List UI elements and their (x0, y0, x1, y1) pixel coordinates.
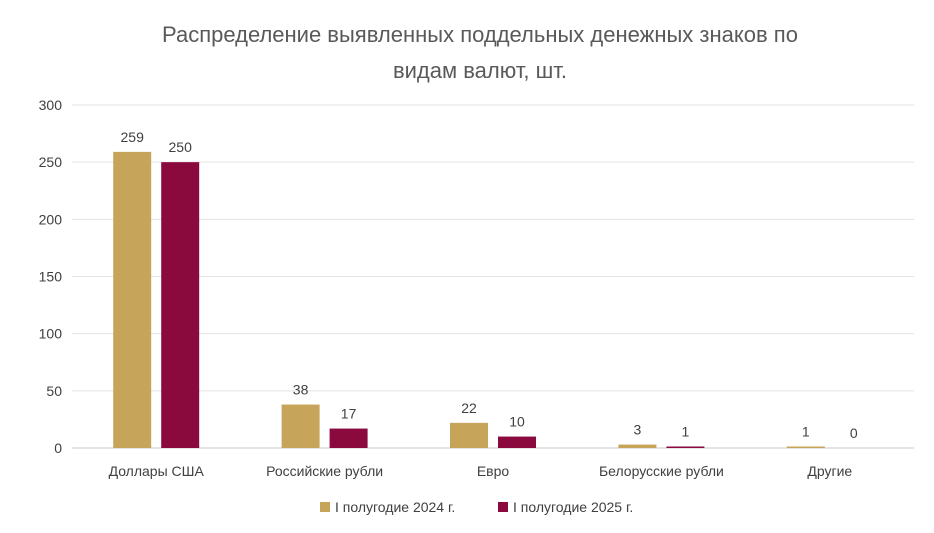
bar-2024 (450, 422, 488, 448)
y-tick-label: 200 (39, 211, 63, 227)
bars (113, 151, 825, 449)
data-label: 0 (850, 425, 858, 441)
bar-2025 (498, 436, 536, 448)
data-label: 1 (682, 424, 690, 440)
bar-2024 (113, 151, 152, 449)
gridlines (72, 104, 914, 449)
data-label: 1 (802, 424, 810, 440)
y-tick-label: 0 (54, 440, 62, 456)
y-axis-ticks: 0 50 100 150 200 250 300 (39, 97, 63, 456)
data-label: 22 (461, 400, 477, 416)
legend-swatch (320, 502, 330, 512)
bar-2024 (281, 404, 320, 448)
x-axis-categories: Доллары США Российские рубли Евро Белорусск… (109, 463, 853, 479)
legend-swatch (498, 502, 508, 512)
data-label: 3 (634, 422, 642, 438)
chart-title-line-2: видам валют, шт. (393, 58, 567, 83)
y-tick-label: 100 (39, 326, 63, 342)
legend-label: I полугодие 2024 г. (335, 499, 455, 515)
bar-2025 (329, 428, 368, 448)
legend: I полугодие 2024 г. I полугодие 2025 г. (320, 499, 633, 515)
bar-2024 (786, 446, 825, 448)
bar-2025 (666, 446, 705, 448)
x-category-label: Белорусские рубли (599, 463, 724, 479)
bar-2025 (161, 162, 200, 448)
data-label: 10 (509, 414, 525, 430)
data-label: 17 (341, 406, 357, 422)
chart-title-line-1: Распределение выявленных поддельных дене… (162, 22, 798, 47)
x-category-label: Евро (477, 463, 510, 479)
data-label: 38 (293, 382, 309, 398)
y-tick-label: 250 (39, 154, 63, 170)
x-category-label: Другие (807, 463, 852, 479)
y-tick-label: 300 (39, 97, 63, 113)
x-category-label: Российские рубли (266, 463, 383, 479)
y-tick-label: 150 (39, 269, 63, 285)
legend-label: I полугодие 2025 г. (513, 499, 633, 515)
y-tick-label: 50 (46, 383, 62, 399)
data-label: 250 (169, 139, 193, 155)
bar-2024 (618, 444, 657, 448)
x-category-label: Доллары США (109, 463, 205, 479)
data-label: 259 (121, 129, 145, 145)
